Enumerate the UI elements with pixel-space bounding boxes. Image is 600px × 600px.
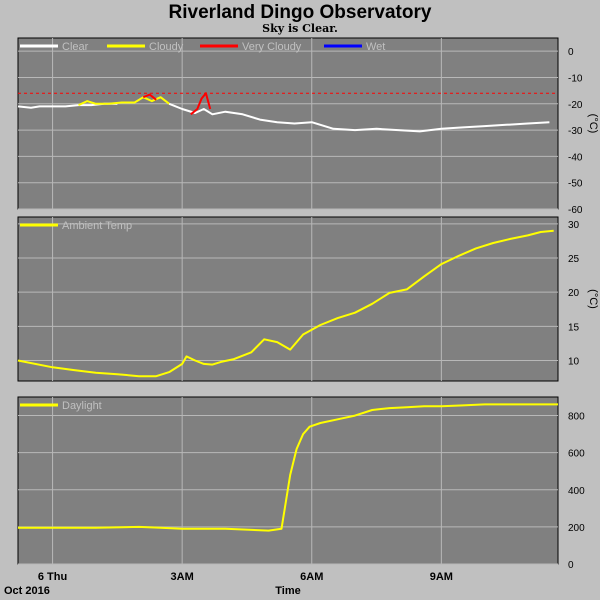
ambient-temp-legend-label: Ambient Temp [62, 220, 132, 232]
y-tick-label: 25 [568, 254, 580, 265]
y-tick-label: -10 [568, 73, 583, 84]
y-unit-label: (°C) [587, 289, 599, 309]
x-tick-label: 9AM [430, 571, 453, 583]
y-tick-label: 10 [568, 357, 580, 368]
very-cloudy-series-line [142, 93, 157, 101]
daylight-series-line [18, 403, 558, 532]
y-tick-label: -40 [568, 152, 583, 163]
y-tick-label: -60 [568, 205, 583, 216]
ambient-temp-series-line [17, 229, 554, 378]
x-tick-label: 6 Thu [38, 571, 67, 583]
y-tick-label: 0 [568, 560, 574, 571]
wet-legend-label: Wet [366, 41, 385, 53]
clear-legend-label: Clear [62, 41, 89, 53]
chart-subtitle: Sky is Clear. [262, 22, 338, 35]
y-tick-label: 30 [568, 220, 580, 231]
y-tick-label: 15 [568, 322, 580, 333]
y-tick-label: -30 [568, 126, 583, 137]
x-axis-label: Time [275, 585, 300, 597]
clear-series-line [168, 102, 550, 133]
time-axis: 6 Thu 3AM 6AM 9AM [38, 571, 453, 583]
cloudy-legend-label: Cloudy [149, 41, 184, 53]
y-tick-label: 200 [568, 523, 585, 534]
y-tick-label: -20 [568, 100, 583, 111]
date-label: Oct 2016 [4, 585, 50, 597]
y-unit-label: (°C) [587, 114, 599, 134]
y-tick-label: 20 [568, 288, 580, 299]
daylight-panel: 800 600 400 200 0 Daylight [17, 396, 585, 571]
x-tick-label: 3AM [171, 571, 194, 583]
y-tick-label: 400 [568, 486, 585, 497]
plot-area [17, 216, 559, 382]
chart-title: Riverland Dingo Observatory [169, 2, 432, 23]
sky-temperature-panel: 0 -10 -20 -30 -40 -50 -60 (°C) Clear Cloudy Very C… [17, 37, 599, 216]
daylight-legend-label: Daylight [62, 400, 102, 412]
y-tick-label: 600 [568, 449, 585, 460]
very-cloudy-legend-label: Very Cloudy [242, 41, 302, 53]
plot-area [17, 396, 559, 565]
ambient-temperature-panel: 30 25 20 15 10 (°C) Ambient Temp [17, 216, 599, 382]
y-tick-label: 800 [568, 412, 585, 423]
x-tick-label: 6AM [300, 571, 323, 583]
very-cloudy-series-line [190, 92, 212, 116]
y-tick-label: 0 [568, 47, 574, 58]
y-tick-label: -50 [568, 179, 583, 190]
